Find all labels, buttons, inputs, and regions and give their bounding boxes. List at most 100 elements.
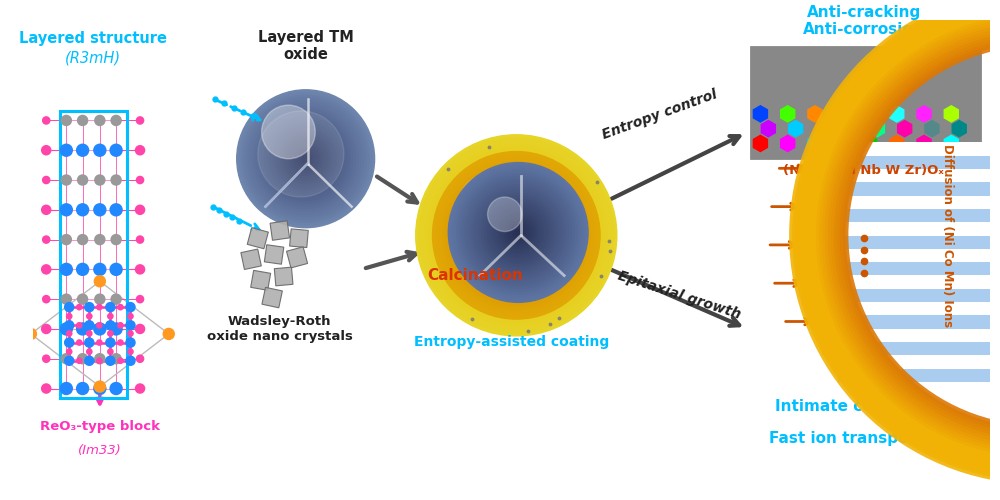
Circle shape xyxy=(436,155,597,316)
Circle shape xyxy=(105,302,116,312)
Circle shape xyxy=(471,185,566,280)
Circle shape xyxy=(110,353,122,364)
Circle shape xyxy=(76,339,83,346)
Circle shape xyxy=(422,142,610,329)
Circle shape xyxy=(454,168,582,297)
Circle shape xyxy=(110,174,122,186)
Circle shape xyxy=(459,174,520,236)
Circle shape xyxy=(419,138,613,332)
FancyBboxPatch shape xyxy=(264,245,284,264)
Circle shape xyxy=(76,304,83,310)
Wedge shape xyxy=(816,13,1000,458)
Circle shape xyxy=(25,328,37,340)
Circle shape xyxy=(496,215,536,256)
Circle shape xyxy=(107,313,114,320)
Circle shape xyxy=(94,114,106,126)
FancyBboxPatch shape xyxy=(794,222,990,235)
Circle shape xyxy=(61,114,72,126)
Circle shape xyxy=(135,383,145,394)
Circle shape xyxy=(262,105,315,158)
Text: Entropy-assisted coating: Entropy-assisted coating xyxy=(414,336,609,349)
Circle shape xyxy=(488,197,522,232)
Circle shape xyxy=(42,176,51,184)
FancyBboxPatch shape xyxy=(270,221,290,240)
Text: (Im33): (Im33) xyxy=(78,444,122,457)
Circle shape xyxy=(256,109,355,208)
Circle shape xyxy=(433,152,600,319)
Circle shape xyxy=(110,114,122,126)
Text: Fast ion transport: Fast ion transport xyxy=(769,431,924,446)
Circle shape xyxy=(77,114,88,126)
Circle shape xyxy=(96,339,103,346)
FancyBboxPatch shape xyxy=(801,288,990,302)
Circle shape xyxy=(94,174,106,186)
Circle shape xyxy=(448,162,588,302)
Circle shape xyxy=(127,348,134,355)
Circle shape xyxy=(136,236,144,244)
Circle shape xyxy=(94,275,106,287)
Circle shape xyxy=(496,210,541,255)
Circle shape xyxy=(449,168,583,302)
FancyBboxPatch shape xyxy=(751,46,980,158)
Circle shape xyxy=(94,294,106,305)
Circle shape xyxy=(459,174,577,291)
Circle shape xyxy=(289,142,322,176)
Circle shape xyxy=(135,264,145,274)
Text: Wadsley-Roth
oxide nano crystals: Wadsley-Roth oxide nano crystals xyxy=(207,315,353,343)
Circle shape xyxy=(465,180,571,286)
Circle shape xyxy=(275,128,336,189)
Circle shape xyxy=(77,294,88,305)
Circle shape xyxy=(135,204,145,215)
Circle shape xyxy=(136,176,144,184)
Circle shape xyxy=(42,116,51,125)
Circle shape xyxy=(41,145,51,156)
Circle shape xyxy=(93,144,107,157)
Circle shape xyxy=(117,322,124,328)
Circle shape xyxy=(489,208,543,262)
Circle shape xyxy=(110,234,122,245)
Circle shape xyxy=(117,304,124,310)
Circle shape xyxy=(479,198,553,272)
Circle shape xyxy=(504,218,532,246)
Circle shape xyxy=(94,353,106,364)
Circle shape xyxy=(84,356,95,366)
Circle shape xyxy=(443,162,590,309)
Circle shape xyxy=(457,171,580,294)
Circle shape xyxy=(270,123,342,194)
Circle shape xyxy=(500,218,533,252)
FancyBboxPatch shape xyxy=(286,247,308,268)
Circle shape xyxy=(510,228,523,242)
Circle shape xyxy=(284,136,328,181)
Circle shape xyxy=(490,204,546,260)
Circle shape xyxy=(60,262,73,276)
FancyBboxPatch shape xyxy=(274,267,293,286)
Circle shape xyxy=(483,202,550,269)
Circle shape xyxy=(61,353,72,364)
Circle shape xyxy=(451,166,585,300)
Circle shape xyxy=(64,356,74,366)
Circle shape xyxy=(117,339,124,346)
Circle shape xyxy=(107,330,114,337)
Circle shape xyxy=(513,232,520,238)
Circle shape xyxy=(125,356,136,366)
Circle shape xyxy=(93,382,107,395)
FancyBboxPatch shape xyxy=(794,236,990,249)
Circle shape xyxy=(94,380,106,393)
Wedge shape xyxy=(804,1,1000,470)
Circle shape xyxy=(258,111,344,197)
Circle shape xyxy=(286,140,325,178)
Text: Entropy control: Entropy control xyxy=(600,88,719,142)
FancyBboxPatch shape xyxy=(241,249,261,270)
Circle shape xyxy=(507,222,529,244)
Circle shape xyxy=(76,322,83,328)
FancyBboxPatch shape xyxy=(798,276,990,288)
Circle shape xyxy=(506,226,526,246)
Circle shape xyxy=(77,353,88,364)
Circle shape xyxy=(109,262,123,276)
FancyBboxPatch shape xyxy=(815,328,990,342)
Circle shape xyxy=(262,114,350,203)
Wedge shape xyxy=(822,19,1000,452)
Circle shape xyxy=(439,158,593,312)
FancyBboxPatch shape xyxy=(838,368,990,382)
Circle shape xyxy=(105,356,116,366)
